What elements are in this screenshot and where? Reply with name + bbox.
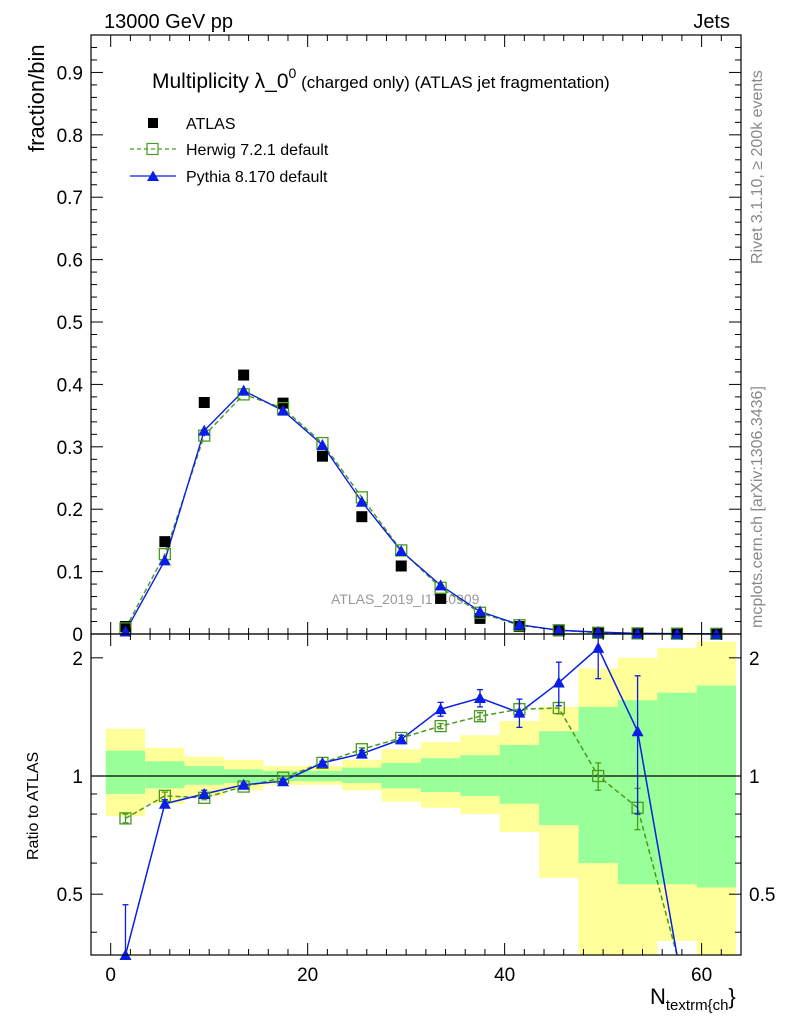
xlabel-tail: } xyxy=(728,984,735,1009)
ratio-point-pythia-2 xyxy=(198,787,211,799)
ratio-point-pythia-5 xyxy=(316,756,329,768)
ratio-point-pythia-3 xyxy=(237,778,250,790)
main-ytick-label-2: 0.2 xyxy=(57,500,83,521)
ratio-point-pythia-13 xyxy=(631,725,644,737)
main-point-data-2 xyxy=(198,397,210,409)
main-point-data-1 xyxy=(159,536,171,548)
main-point-pythia-13 xyxy=(631,627,644,639)
ratio-ytick-label-right-2: 2 xyxy=(749,649,760,670)
ratio-point-pythia-12 xyxy=(592,641,605,653)
main-point-data-8 xyxy=(435,592,447,604)
main-point-pythia-3 xyxy=(237,384,250,396)
xlabel-main: N xyxy=(650,984,666,1009)
main-point-pythia-14 xyxy=(670,627,683,639)
ratio-point-herwig-8 xyxy=(434,719,447,733)
main-ytick-label-7: 0.7 xyxy=(57,188,83,209)
title-main: Multiplicity λ_0 xyxy=(152,70,289,93)
main-point-data-3 xyxy=(238,369,250,381)
ratio-point-pythia-6 xyxy=(355,747,368,759)
band-green-11 xyxy=(539,731,579,826)
band-green-1 xyxy=(145,761,185,789)
band-green-14 xyxy=(657,692,697,885)
legend-herwig-label: Herwig 7.2.1 default xyxy=(186,142,329,159)
main-point-pythia-4 xyxy=(277,404,290,416)
ratio-series xyxy=(119,633,678,960)
ratio-point-herwig-12 xyxy=(592,769,605,783)
legend-pythia-marker xyxy=(147,170,159,181)
main-series xyxy=(119,369,723,640)
legend-atlas-label: ATLAS xyxy=(186,116,236,133)
ratio-ytick-label-left-0: 0.5 xyxy=(57,885,83,906)
main-ytick-label-5: 0.5 xyxy=(57,313,83,334)
ratio-point-herwig-0 xyxy=(119,812,132,825)
main-point-pythia-2 xyxy=(198,424,211,436)
ratio-point-pythia-11 xyxy=(552,676,565,688)
ratio-ytick-label-right-0: 0.5 xyxy=(749,885,775,906)
band-green-0 xyxy=(105,750,146,794)
title-suffix: (charged only) (ATLAS jet fragmentation) xyxy=(296,73,609,92)
main-ytick-label-6: 0.6 xyxy=(57,251,83,272)
mcplots-label: mcplots.cern.ch [arXiv:1306.3436] xyxy=(749,386,766,628)
main-point-data-6 xyxy=(356,511,368,523)
title-superscript: 0 xyxy=(289,65,297,81)
ratio-point-pythia-4 xyxy=(277,775,290,787)
main-point-pythia-10 xyxy=(513,618,526,630)
ratio-frame xyxy=(90,633,742,956)
legend-pythia-label: Pythia 8.170 default xyxy=(186,169,328,186)
band-green-15 xyxy=(696,685,737,888)
ratio-ytick-label-left-1: 1 xyxy=(72,767,83,788)
main-line-herwig xyxy=(124,393,717,635)
header-left: 13000 GeV pp xyxy=(104,11,233,33)
ratio-ytick-label-right-1: 1 xyxy=(749,767,760,788)
rivet-label: Rivet 3.1.10, ≥ 200k events xyxy=(749,70,766,264)
ratio-point-pythia-10 xyxy=(513,706,526,718)
legend: ATLAS Herwig 7.2.1 default Pythia 8.170 … xyxy=(130,116,329,186)
ratio-ylabel: Ratio to ATLAS xyxy=(25,752,42,860)
main-ylabel: fraction/bin xyxy=(24,44,49,152)
ratio-xtick-label-0: 0 xyxy=(105,965,116,986)
ratio-point-pythia-8 xyxy=(434,703,447,715)
main-point-pythia-1 xyxy=(158,554,171,566)
ratio-xtick-label-2: 40 xyxy=(494,965,515,986)
main-ytick-label-3: 0.3 xyxy=(57,438,83,459)
watermark: ATLAS_2019_I1740909 xyxy=(331,591,480,607)
main-point-data-5 xyxy=(316,450,328,462)
main-ytick-label-1: 0.1 xyxy=(57,563,83,584)
main-point-pythia-15 xyxy=(710,627,723,639)
main-point-pythia-9 xyxy=(474,605,487,617)
ratio-xtick-label-1: 20 xyxy=(297,965,318,986)
main-ytick-label-0: 0 xyxy=(72,625,83,646)
legend-herwig-marker xyxy=(146,142,159,156)
main-point-pythia-11 xyxy=(552,624,565,636)
xlabel-sub: textrm{ch xyxy=(666,997,729,1014)
band-green-6 xyxy=(342,767,382,783)
main-point-pythia-8 xyxy=(434,579,447,591)
band-green-10 xyxy=(499,744,540,804)
main-ytick-label-9: 0.9 xyxy=(57,63,83,84)
ratio-point-pythia-7 xyxy=(395,733,408,745)
legend-atlas-marker xyxy=(148,118,158,128)
ratio-xtick-label-3: 60 xyxy=(691,965,712,986)
main-line-pythia xyxy=(124,389,717,635)
main-point-pythia-6 xyxy=(355,495,368,507)
main-title: Multiplicity λ_00 (charged only) (ATLAS … xyxy=(152,65,610,93)
ratio-point-herwig-9 xyxy=(473,710,487,723)
main-point-data-7 xyxy=(395,560,407,572)
ratio-ytick-label-left-2: 2 xyxy=(72,649,83,670)
main-point-pythia-5 xyxy=(316,438,329,450)
main-ytick-label-4: 0.4 xyxy=(57,375,84,396)
ratio-point-pythia-9 xyxy=(474,692,487,704)
header-right: Jets xyxy=(693,11,730,33)
ratio-point-pythia-1 xyxy=(158,797,171,809)
axes: 00.10.20.30.40.50.60.70.80.90 20 40 600.5 0.… xyxy=(57,34,775,986)
x-axis-title: Ntextrm{ch} xyxy=(650,984,736,1014)
band-green-8 xyxy=(420,758,461,793)
main-point-pythia-7 xyxy=(395,545,408,557)
main-ytick-label-8: 0.8 xyxy=(57,126,83,147)
